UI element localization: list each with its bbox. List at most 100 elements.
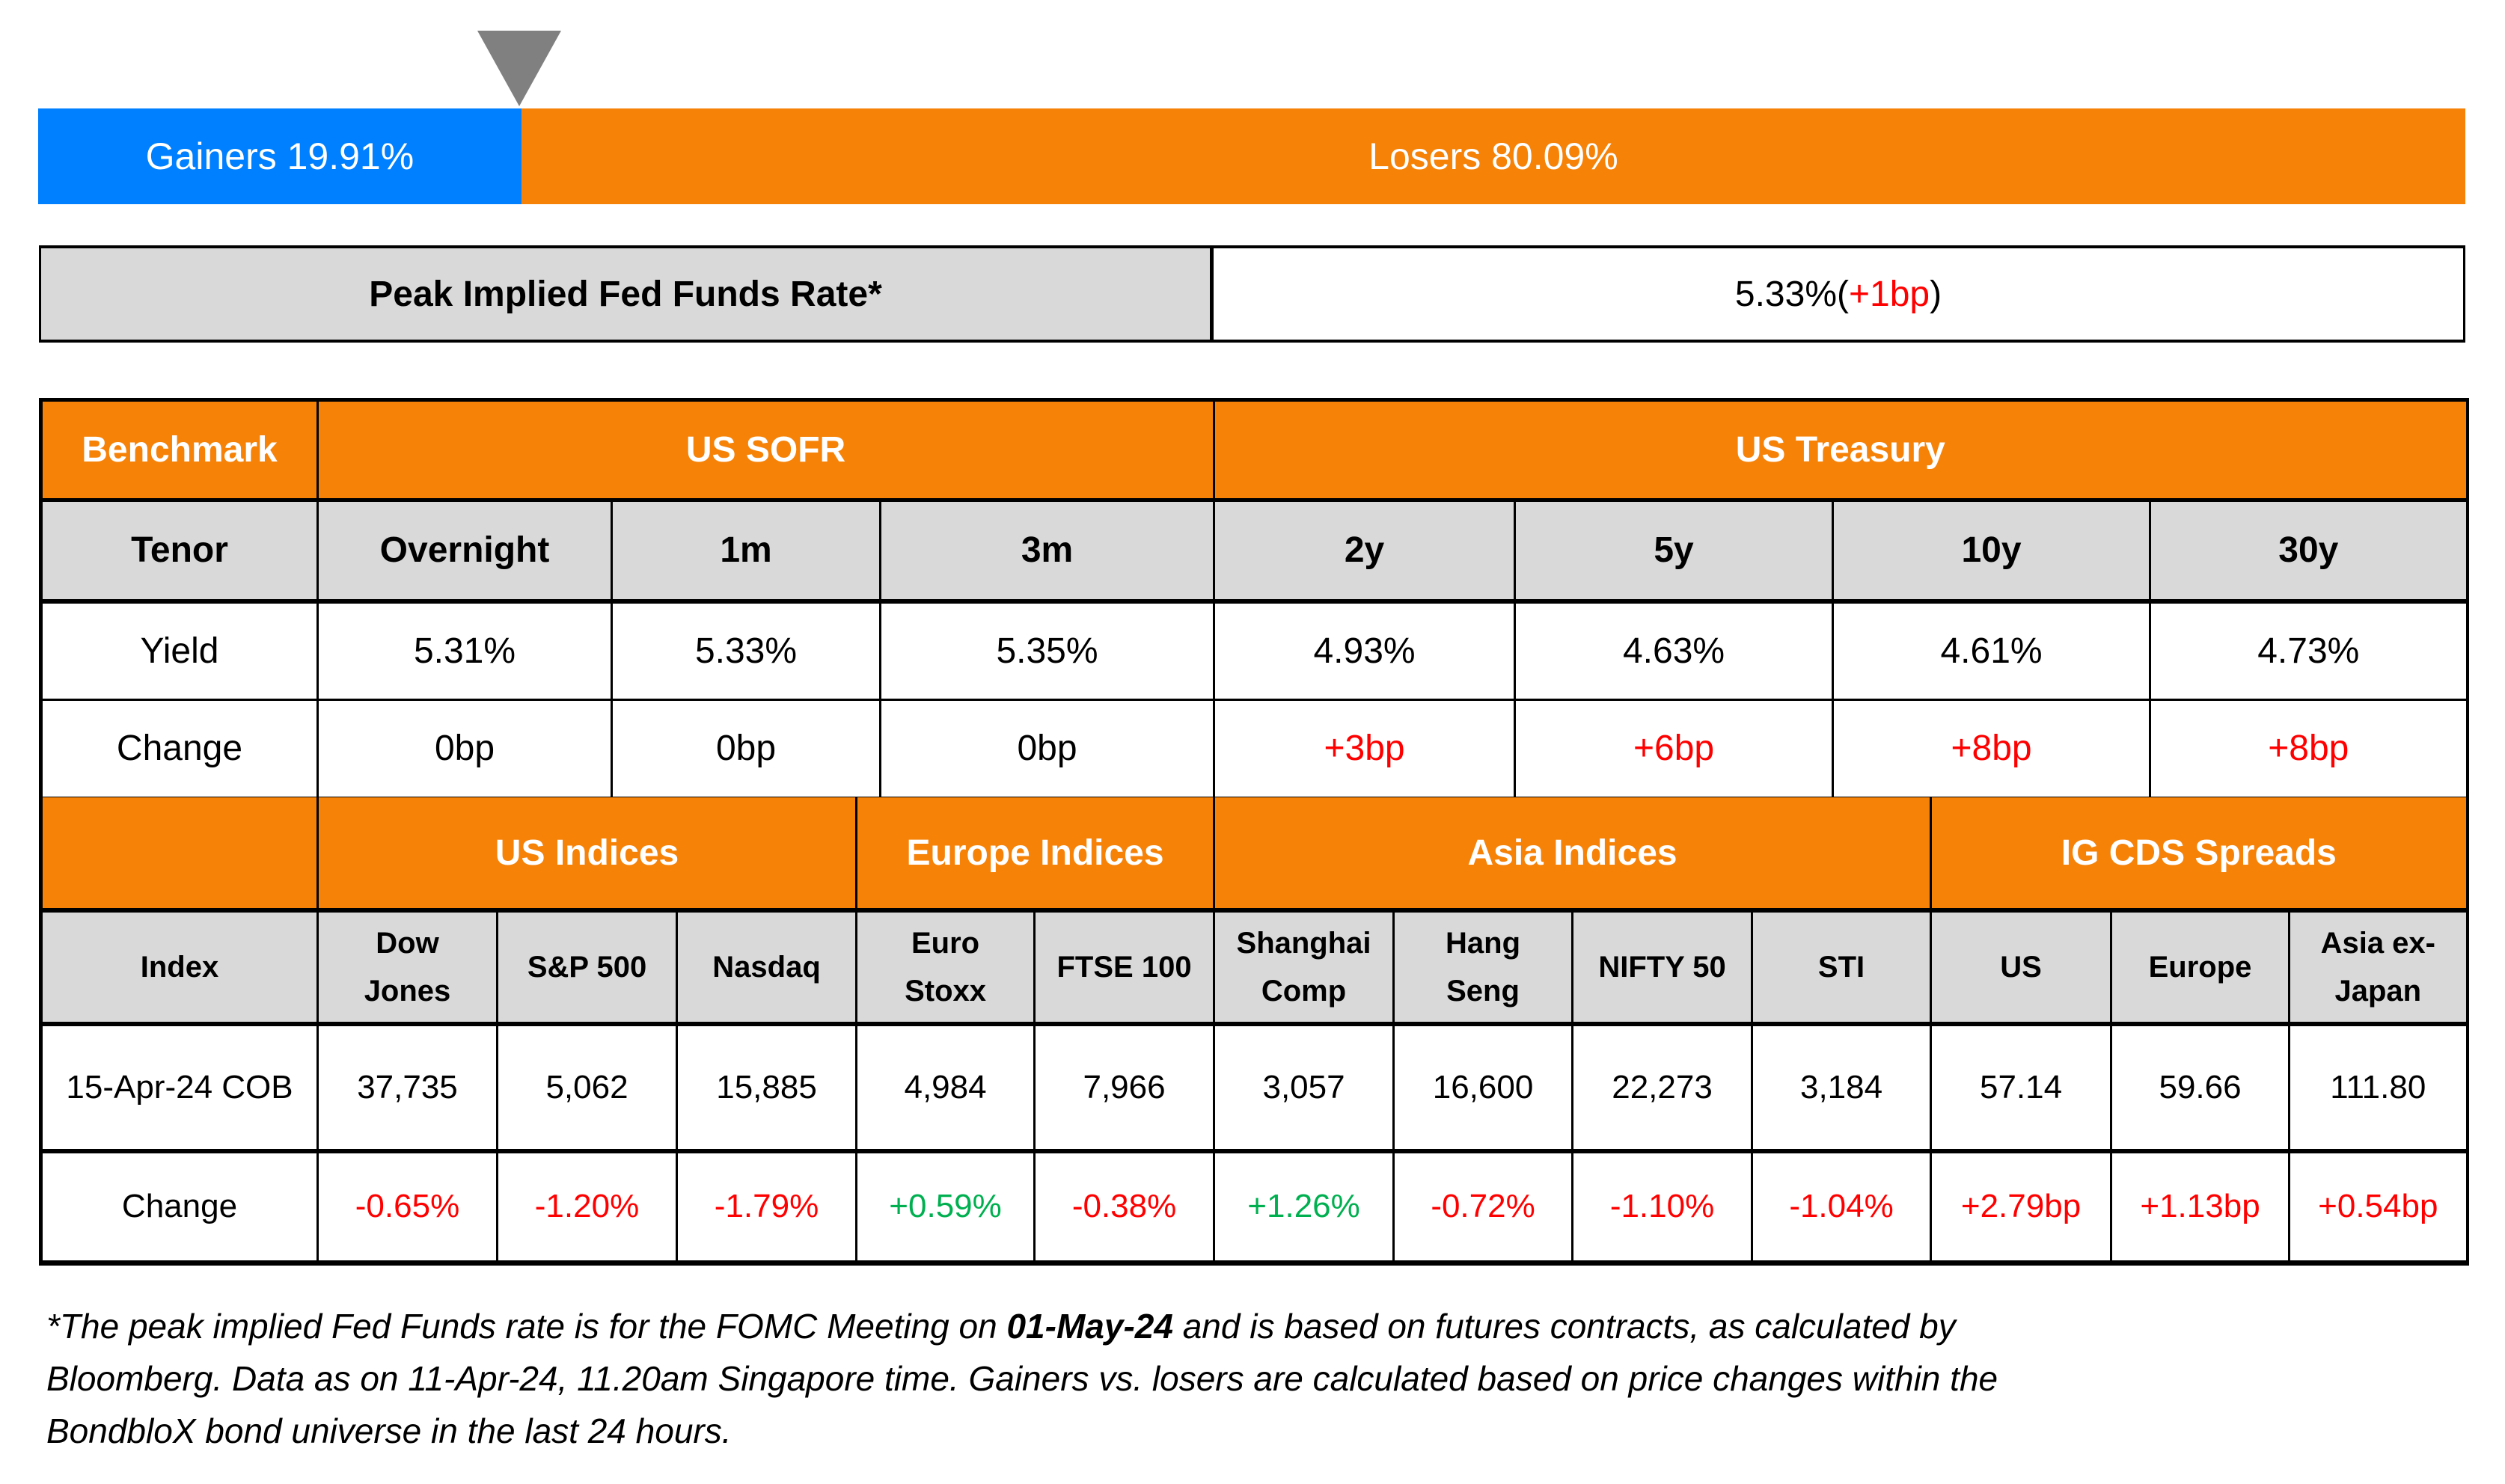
index-name-line: US <box>2000 951 2042 984</box>
index-change-value: +2.79bp <box>1930 1149 2113 1266</box>
footnote-meeting-date: 01-May-24 <box>1006 1307 1173 1346</box>
index-name-line: S&P 500 <box>527 951 647 984</box>
index-change-value: +1.26% <box>1213 1149 1395 1266</box>
index-level-value: 3,184 <box>1751 1022 1933 1153</box>
index-level-value: 16,600 <box>1392 1022 1574 1153</box>
index-name-line: STI <box>1817 951 1865 984</box>
tenor-label: Tenor <box>39 498 319 604</box>
fed-funds-label: Peak Implied Fed Funds Rate* <box>41 248 1214 340</box>
index-name-header: S&P 500 <box>496 908 678 1026</box>
yield-value: 4.73% <box>2149 600 2469 701</box>
index-change-value: -1.04% <box>1751 1149 1933 1266</box>
index-change-value: +1.13bp <box>2110 1149 2291 1266</box>
index-label: Index <box>39 908 319 1026</box>
index-name-line: Japan <box>2334 975 2422 1008</box>
tenor-header: Overnight <box>316 498 613 604</box>
tenor-header: 3m <box>878 498 1216 604</box>
index-name-header: Shanghai Comp <box>1213 908 1395 1026</box>
footnote-line-1-post: and is based on futures contracts, as ca… <box>1172 1307 1956 1346</box>
rate-change-value: +8bp <box>2149 699 2469 801</box>
yield-value: 5.31% <box>316 600 613 701</box>
index-level-value: 37,735 <box>316 1022 498 1153</box>
index-name-line: Euro <box>911 927 980 960</box>
index-change-value: -0.38% <box>1033 1149 1216 1266</box>
index-level-value: 59.66 <box>2110 1022 2291 1153</box>
index-name-header: FTSE 100 <box>1033 908 1216 1026</box>
group-us-indices: US Indices <box>316 797 858 912</box>
gainers-segment: Gainers 19.91% <box>38 108 522 204</box>
group-asia-indices: Asia Indices <box>1213 797 1933 912</box>
index-change-label: Change <box>39 1149 319 1266</box>
index-change-value: -1.79% <box>675 1149 858 1266</box>
paren-open: ( <box>1837 274 1849 314</box>
index-name-line: Hang <box>1446 927 1521 960</box>
footnote-line-1-pre: *The peak implied Fed Funds rate is for … <box>46 1307 1007 1346</box>
group-ig-cds-spreads: IG CDS Spreads <box>1930 797 2469 912</box>
index-levels-row: 15-Apr-24 COB 37,735 5,062 15,885 4,984 7,96… <box>39 1022 2469 1153</box>
tenor-header: 10y <box>1832 498 2152 604</box>
rate-change-value: +3bp <box>1213 699 1517 801</box>
index-name-line: Seng <box>1446 975 1520 1008</box>
tenor-row: Tenor Overnight 1m 3m 2y 5y 10y 30y <box>39 498 2469 604</box>
triangle-down-icon <box>477 31 561 106</box>
yield-value: 5.33% <box>611 600 881 701</box>
footnote: *The peak implied Fed Funds rate is for … <box>46 1300 1998 1457</box>
index-name-header: Euro Stoxx <box>855 908 1036 1026</box>
index-name-line: Shanghai <box>1236 927 1371 960</box>
index-names-row: Index Dow Jones S&P 500 Nasdaq Euro Stoxx FTSE… <box>39 908 2469 1026</box>
fed-funds-value: 5.33% (+1bp) <box>1214 248 2463 340</box>
index-name-header: Asia ex- Japan <box>2288 908 2469 1026</box>
yield-value: 5.35% <box>878 600 1216 701</box>
tenor-header: 5y <box>1514 498 1835 604</box>
footnote-line-3: BondbloX bond universe in the last 24 ho… <box>46 1411 732 1450</box>
index-level-value: 5,062 <box>496 1022 678 1153</box>
paren-close: ) <box>1930 274 1942 314</box>
group-us-treasury: US Treasury <box>1213 398 2469 501</box>
indices-group-row: US Indices Europe Indices Asia Indices I… <box>39 797 2469 912</box>
losers-segment: Losers 80.09% <box>521 108 2465 204</box>
group-europe-indices: Europe Indices <box>855 797 1216 912</box>
tenor-header: 30y <box>2149 498 2469 604</box>
index-level-value: 4,984 <box>855 1022 1036 1153</box>
index-change-value: -0.72% <box>1392 1149 1574 1266</box>
index-name-header: NIFTY 50 <box>1571 908 1754 1026</box>
benchmark-label: Benchmark <box>39 398 319 501</box>
indices-table: US Indices Europe Indices Asia Indices I… <box>39 797 2469 1266</box>
fed-funds-rate: 5.33% <box>1734 274 1837 314</box>
index-name-header: Hang Seng <box>1392 908 1574 1026</box>
yield-value: 4.63% <box>1514 600 1835 701</box>
index-name-line: Nasdaq <box>712 951 821 984</box>
index-name-line: Asia ex- <box>2320 927 2435 960</box>
index-level-value: 111.80 <box>2288 1022 2469 1153</box>
yield-value: 4.61% <box>1832 600 2152 701</box>
gainers-label: Gainers 19.91% <box>145 135 415 177</box>
date-label: 15-Apr-24 COB <box>39 1022 319 1153</box>
rate-change-value: +8bp <box>1832 699 2152 801</box>
benchmark-row: Benchmark US SOFR US Treasury <box>39 398 2469 501</box>
index-level-value: 7,966 <box>1033 1022 1216 1153</box>
index-level-value: 57.14 <box>1930 1022 2113 1153</box>
index-name-header: STI <box>1751 908 1933 1026</box>
rate-change-value: 0bp <box>611 699 881 801</box>
group-us-sofr: US SOFR <box>316 398 1216 501</box>
index-name-line: FTSE 100 <box>1056 951 1192 984</box>
index-name-header: Dow Jones <box>316 908 498 1026</box>
index-level-value: 22,273 <box>1571 1022 1754 1153</box>
rate-change-value: 0bp <box>316 699 613 801</box>
index-name-line: Europe <box>2148 951 2252 984</box>
empty-header-cell <box>39 797 319 912</box>
rate-change-row: Change 0bp 0bp 0bp +3bp +6bp +8bp +8bp <box>39 699 2469 801</box>
index-name-line: Comp <box>1261 975 1347 1008</box>
index-name-header: Europe <box>2110 908 2291 1026</box>
index-name-header: Nasdaq <box>675 908 858 1026</box>
index-name-line: Jones <box>364 975 451 1008</box>
yield-value: 4.93% <box>1213 600 1517 701</box>
index-change-value: -1.20% <box>496 1149 678 1266</box>
fed-funds-box: Peak Implied Fed Funds Rate* 5.33% (+1bp… <box>39 245 2465 343</box>
rate-change-label: Change <box>39 699 319 801</box>
index-change-value: +0.54bp <box>2288 1149 2469 1266</box>
rate-change-value: 0bp <box>878 699 1216 801</box>
yield-row: Yield 5.31% 5.33% 5.35% 4.93% 4.63% 4.61% 4.73… <box>39 600 2469 701</box>
index-name-line: NIFTY 50 <box>1598 951 1726 984</box>
rate-change-value: +6bp <box>1514 699 1835 801</box>
